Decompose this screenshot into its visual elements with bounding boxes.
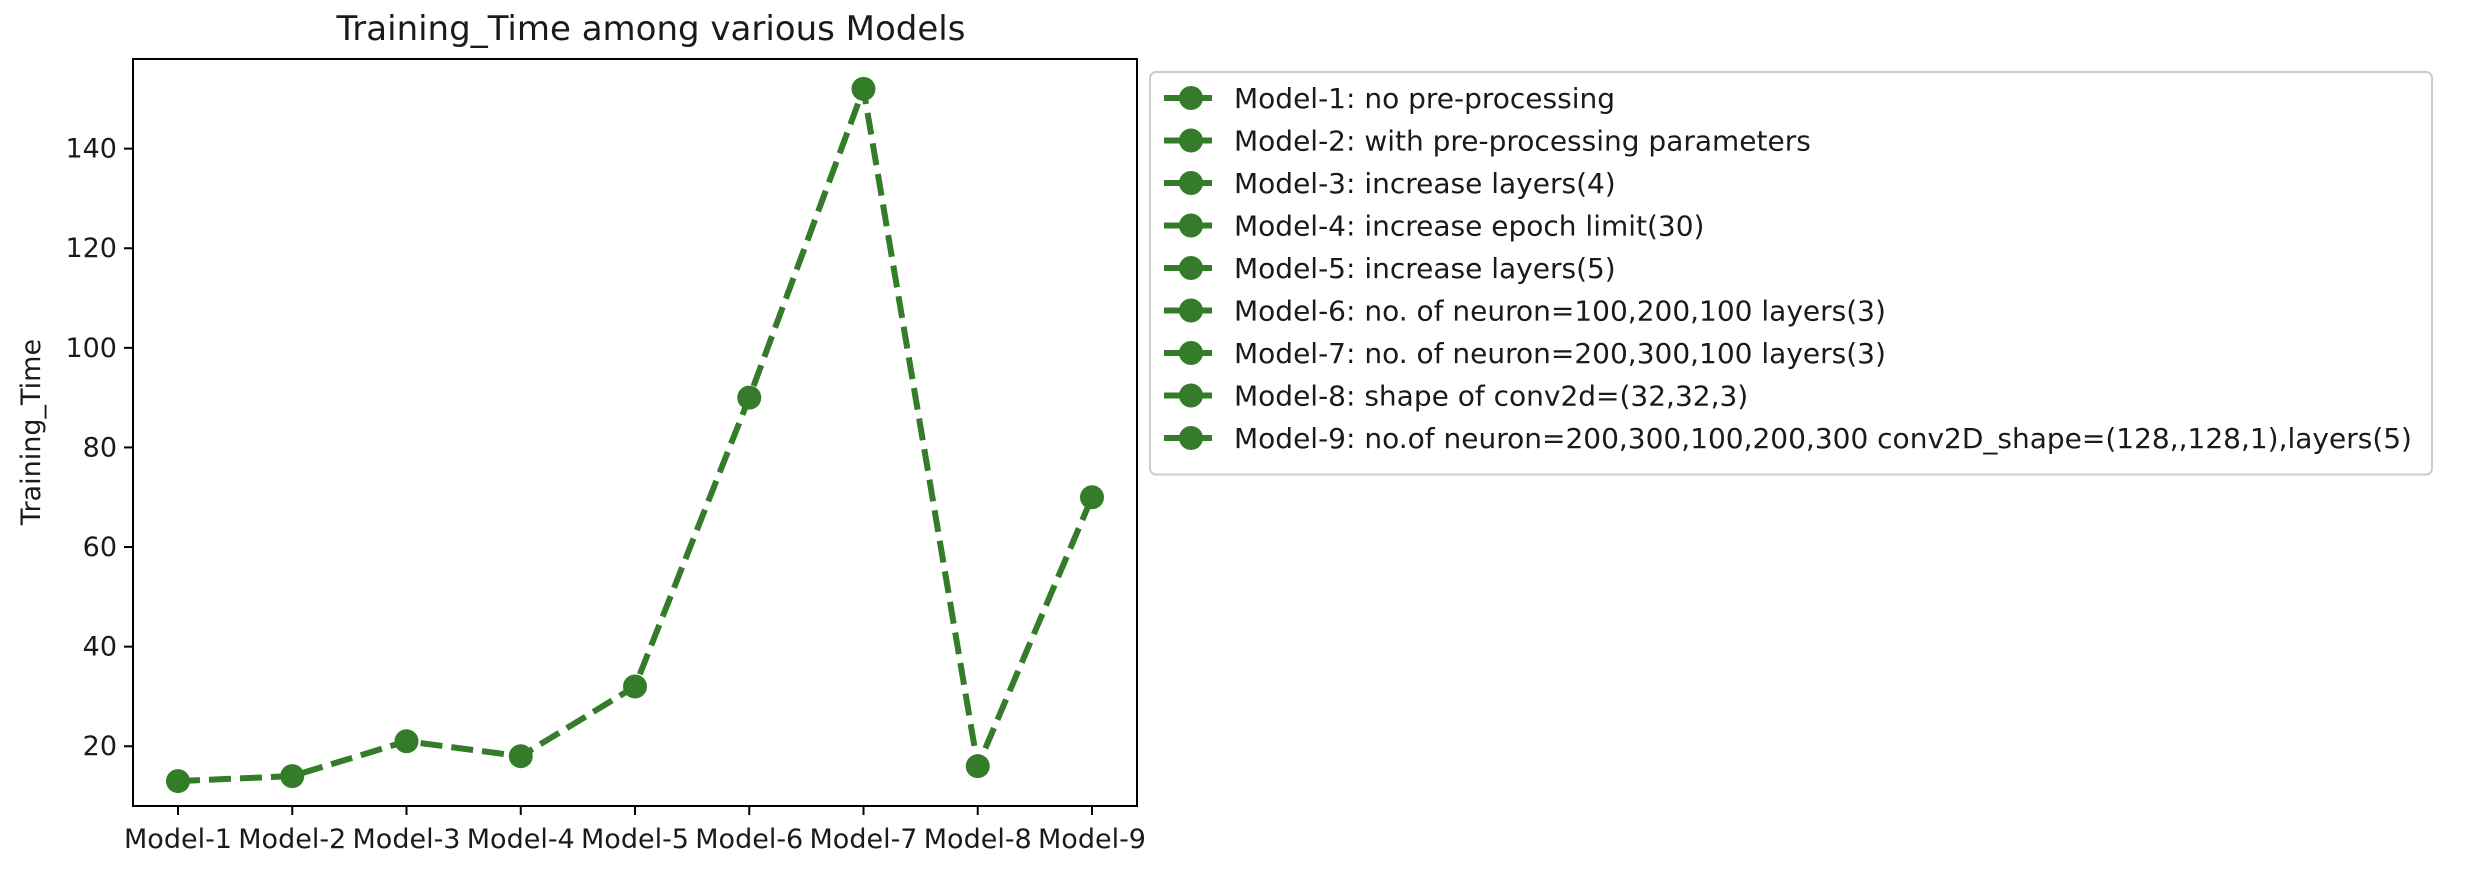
- legend-marker: [1179, 128, 1203, 153]
- legend-marker: [1179, 256, 1203, 280]
- x-tick-label: Model-7: [810, 824, 918, 855]
- x-tick-label: Model-8: [924, 824, 1032, 855]
- y-tick-label: 20: [83, 731, 117, 762]
- legend-entry-label: Model-2: with pre-processing parameters: [1234, 125, 1811, 158]
- data-point: [623, 674, 647, 699]
- chart-title: Training_Time among various Models: [336, 9, 966, 49]
- y-tick-label: 140: [65, 134, 117, 165]
- data-point: [280, 764, 305, 789]
- legend-entry-label: Model-7: no. of neuron=200,300,100 layer…: [1234, 337, 1886, 370]
- legend-entry-label: Model-9: no.of neuron=200,300,100,200,30…: [1234, 422, 2412, 455]
- data-point: [166, 769, 190, 794]
- legend-entry-label: Model-4: increase epoch limit(30): [1234, 210, 1704, 243]
- x-tick-label: Model-2: [238, 824, 346, 855]
- data-point: [508, 744, 533, 769]
- legend-marker: [1179, 171, 1203, 195]
- data-point: [965, 754, 990, 779]
- legend-box: [1149, 71, 2433, 476]
- data-point: [394, 729, 419, 754]
- x-tick-label: Model-5: [581, 824, 689, 855]
- y-tick-label: 40: [83, 632, 117, 663]
- data-point: [1080, 485, 1104, 510]
- x-axis-ticks: Model-1 Model-2 Model-3 Model-4 Model-5 Model…: [124, 806, 1146, 855]
- x-tick-label: Model-6: [695, 824, 803, 855]
- y-tick-label: 80: [83, 432, 117, 463]
- legend-marker: [1179, 426, 1203, 450]
- x-tick-label: Model-4: [467, 824, 575, 855]
- legend-marker: [1179, 86, 1203, 110]
- y-tick-label: 60: [83, 532, 117, 563]
- y-axis-ticks: 20 40 60 80 100 120 140: [65, 134, 133, 762]
- legend-entry-label: Model-5: increase layers(5): [1234, 252, 1616, 285]
- legend-marker: [1179, 298, 1203, 323]
- x-tick-label: Model-3: [353, 824, 461, 855]
- y-tick-label: 100: [65, 333, 117, 364]
- x-tick-label: Model-1: [124, 824, 232, 855]
- legend-entry-label: Model-6: no. of neuron=100,200,100 layer…: [1234, 295, 1886, 328]
- y-tick-label: 120: [65, 233, 117, 264]
- legend-entry-label: Model-8: shape of conv2d=(32,32,3): [1234, 380, 1748, 413]
- legend-entry-label: Model-1: no pre-processing: [1234, 82, 1615, 115]
- legend-entry-label: Model-3: increase layers(4): [1234, 167, 1616, 200]
- plot-area-frame: [132, 58, 1138, 807]
- legend-marker: [1179, 341, 1203, 365]
- data-point: [737, 385, 762, 410]
- legend-marker: [1179, 213, 1203, 238]
- series-training-time: [166, 76, 1104, 794]
- x-tick-label: Model-9: [1038, 824, 1146, 855]
- legend-marker: [1179, 383, 1203, 408]
- data-point: [851, 76, 876, 101]
- legend: Model-1: no pre-processing Model-2: with …: [1149, 71, 2433, 476]
- y-axis-label: Training_Time: [16, 339, 47, 526]
